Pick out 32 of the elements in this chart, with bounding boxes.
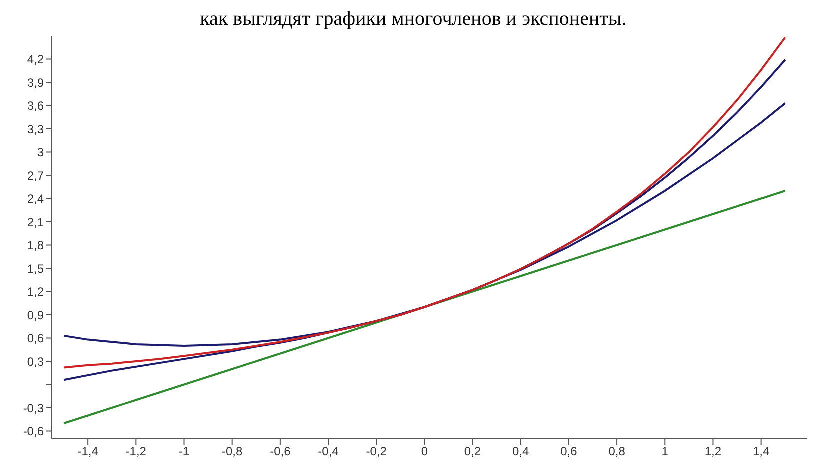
x-tick-label: 0,6: [560, 444, 578, 459]
x-tick-label: 1,4: [752, 444, 770, 459]
x-tick-label: 0,4: [512, 444, 530, 459]
y-tick-label: 2,1: [27, 215, 44, 230]
x-tick-label: 0: [421, 444, 428, 459]
y-tick-label: 3: [37, 146, 44, 160]
x-tick-label: 0,8: [608, 444, 626, 459]
x-tick-label: -0,8: [222, 444, 243, 459]
y-tick-label: 0,6: [27, 332, 44, 346]
x-tick-label: -0,2: [366, 444, 388, 459]
y-tick-label: 3,3: [27, 122, 44, 136]
x-tick-label: 1: [662, 444, 669, 459]
y-tick-label: -0,6: [23, 424, 44, 439]
chart-title: как выглядят графики многочленов и экспоненты.: [199, 8, 628, 30]
y-tick-label: 0,9: [27, 308, 44, 322]
y-tick-label: 2,4: [27, 192, 44, 206]
y-tick-label: 1,8: [27, 238, 44, 253]
x-tick-label: 1,2: [704, 444, 722, 459]
x-tick-label: -0,6: [270, 444, 292, 459]
y-tick-label: 2,7: [27, 168, 44, 183]
x-tick-label: -1,2: [126, 444, 147, 459]
y-tick-label: 3,9: [27, 76, 44, 90]
x-tick-label: -0,4: [318, 444, 340, 459]
x-tick-label: -1: [178, 444, 190, 459]
y-tick-label: 0,3: [27, 354, 44, 369]
y-tick-label: 4,2: [27, 52, 44, 67]
y-tick-label: 3,6: [27, 99, 44, 114]
y-tick-label: 1,2: [27, 285, 44, 300]
x-tick-label: -1,4: [78, 444, 99, 459]
y-tick-label: 1,5: [27, 262, 44, 276]
x-tick-label: 0,2: [464, 444, 482, 459]
y-tick-label: -0,3: [23, 401, 44, 416]
